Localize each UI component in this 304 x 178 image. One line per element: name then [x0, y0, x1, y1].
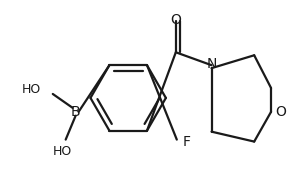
Text: HO: HO: [22, 83, 41, 96]
Text: HO: HO: [53, 145, 72, 158]
Text: B: B: [71, 105, 81, 119]
Text: N: N: [206, 57, 217, 71]
Text: F: F: [183, 135, 191, 149]
Text: O: O: [275, 105, 286, 119]
Text: O: O: [170, 12, 181, 27]
